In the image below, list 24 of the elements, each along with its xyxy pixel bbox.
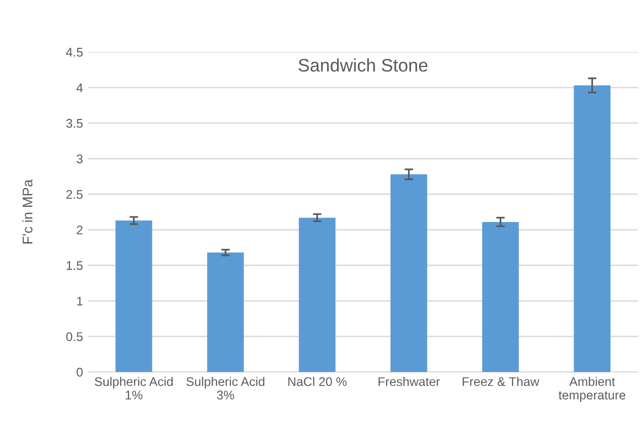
bar: [482, 222, 519, 372]
y-tick-label: 3: [76, 154, 83, 164]
y-tick-label: 2.5: [66, 190, 83, 199]
bar: [207, 252, 244, 372]
x-tick-label: Freez & Thaw: [462, 376, 540, 386]
x-tick-label: Sulpheric Acid 3%: [186, 376, 264, 400]
bar: [116, 220, 152, 372]
bar: [298, 218, 336, 372]
bar: [390, 174, 428, 372]
x-tick-label: Freshwater: [378, 376, 440, 386]
chart-title: Sandwich Stone: [298, 58, 428, 72]
y-tick-label: 3.5: [66, 118, 83, 128]
bar: [574, 85, 610, 372]
y-tick-label: 0: [76, 368, 83, 377]
y-tick-label: 0.5: [66, 332, 83, 342]
x-tick-label: NaCl 20 %: [288, 376, 347, 386]
x-tick-label: Sulpheric Acid 1%: [94, 376, 173, 400]
y-tick-label: 4.5: [66, 48, 83, 57]
y-tick-label: 1.5: [66, 261, 83, 270]
y-tick-label: 1: [77, 296, 83, 306]
y-tick-label: 2: [76, 226, 83, 234]
y-axis-title: F'c in MPa: [22, 179, 32, 244]
x-tick-label: Ambient temperature: [558, 376, 626, 402]
y-tick-label: 4: [76, 83, 83, 92]
